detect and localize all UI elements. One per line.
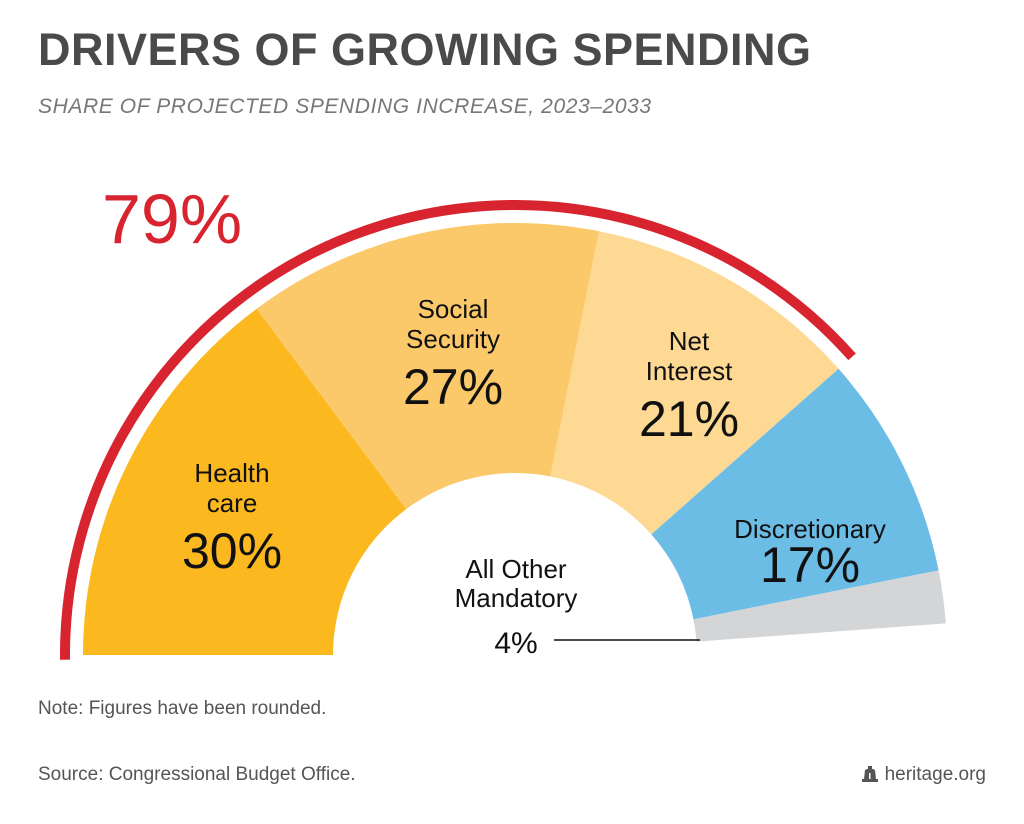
slice-label-3-0: Discretionary bbox=[734, 514, 886, 544]
slice-label-4-1: Mandatory bbox=[455, 583, 578, 613]
slice-value-0: 30% bbox=[182, 523, 282, 579]
slice-label-0-0: Health bbox=[194, 458, 269, 488]
slice-2 bbox=[550, 231, 839, 535]
slice-value-1: 27% bbox=[403, 359, 503, 415]
slice-0 bbox=[83, 308, 407, 655]
liberty-bell-icon bbox=[861, 766, 878, 782]
brand-text: heritage.org bbox=[884, 764, 986, 785]
slice-label-1-1: Security bbox=[406, 324, 500, 354]
chart-subtitle: SHARE OF PROJECTED SPENDING INCREASE, 20… bbox=[38, 95, 652, 118]
slice-label-2-0: Net bbox=[669, 326, 710, 356]
slice-3 bbox=[651, 368, 939, 620]
brand: heritage.org bbox=[861, 764, 986, 786]
chart-title: DRIVERS OF GROWING SPENDING bbox=[38, 24, 812, 75]
slice-label-4-0: All Other bbox=[465, 554, 566, 584]
highlight-arc bbox=[60, 200, 856, 660]
slice-4 bbox=[693, 570, 946, 642]
slice-label-2-1: Interest bbox=[646, 356, 733, 386]
note-text: Note: Figures have been rounded. bbox=[38, 698, 327, 719]
slice-value-2: 21% bbox=[639, 391, 739, 447]
slice-value-3: 17% bbox=[760, 537, 860, 593]
source-text: Source: Congressional Budget Office. bbox=[38, 764, 356, 785]
slice-label-0-1: care bbox=[207, 488, 258, 518]
highlight-label: 79% bbox=[102, 180, 242, 258]
slice-1 bbox=[256, 223, 600, 510]
slice-value-4: 4% bbox=[494, 627, 537, 660]
slice-label-1-0: Social bbox=[418, 294, 489, 324]
